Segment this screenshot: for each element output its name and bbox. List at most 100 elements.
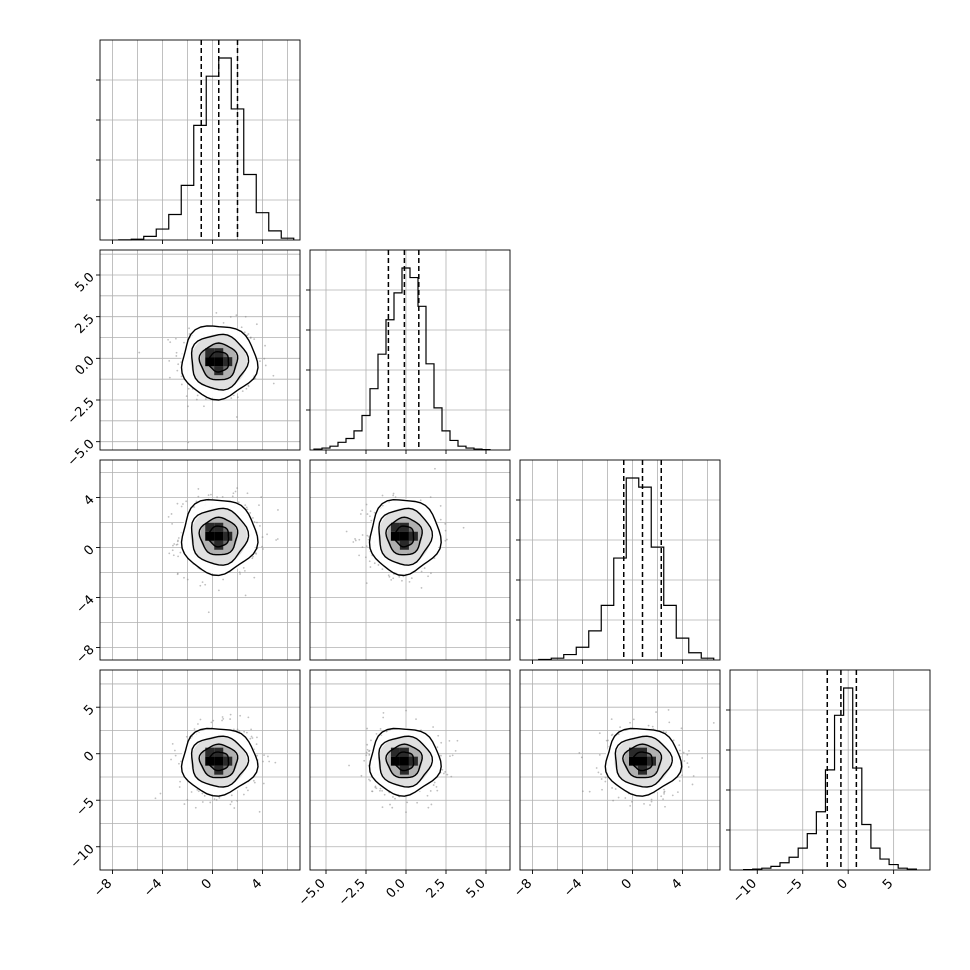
density-cell <box>214 357 224 367</box>
scatter-point <box>199 584 202 587</box>
scatter-point <box>246 508 249 511</box>
scatter-point <box>446 773 449 776</box>
scatter-point <box>366 743 369 746</box>
scatter-point <box>408 580 411 583</box>
scatter-point <box>672 739 675 742</box>
scatter-point <box>277 509 279 511</box>
scatter-point <box>430 572 432 575</box>
histogram-step <box>743 687 917 871</box>
scatter-point <box>195 500 198 503</box>
scatter-point <box>667 709 670 711</box>
scatter-point <box>358 554 360 557</box>
scatter-point <box>444 522 447 525</box>
scatter-point <box>210 721 213 724</box>
density-cell <box>390 531 400 541</box>
scatter-point <box>676 791 679 794</box>
scatter-point <box>663 788 665 791</box>
scatter-point <box>354 539 357 542</box>
scatter-point <box>651 725 654 728</box>
scatter-point <box>244 594 247 597</box>
y-tick-label: 5.0 <box>72 270 97 295</box>
scatter-point <box>368 749 371 752</box>
contour-line <box>190 735 250 788</box>
scatter-point <box>373 562 376 565</box>
scatter-point <box>643 802 645 805</box>
scatter-point <box>179 780 181 783</box>
scatter-point <box>617 733 620 736</box>
scatter-point <box>611 733 614 736</box>
scatter-point <box>201 581 204 583</box>
x-tick-label: 0 <box>199 876 215 892</box>
scatter-point <box>243 331 246 334</box>
scatter-point <box>240 326 243 329</box>
y-tick-label: 0 <box>81 749 97 765</box>
scatter-point <box>274 761 277 764</box>
scatter-point <box>665 731 667 734</box>
scatter-point <box>436 746 439 749</box>
scatter-point <box>173 543 176 545</box>
density-cell <box>205 756 215 766</box>
plot-area <box>520 670 720 870</box>
x-tick-label: 0.0 <box>384 876 409 901</box>
scatter-point <box>194 806 197 809</box>
scatter-point <box>610 718 613 721</box>
scatter-point <box>180 375 183 378</box>
scatter-point <box>235 314 238 317</box>
scatter-point <box>451 754 454 757</box>
scatter-point <box>663 790 666 793</box>
scatter-point <box>381 806 384 809</box>
scatter-point <box>420 570 423 573</box>
density-cell <box>399 531 409 541</box>
scatter-point <box>242 566 245 569</box>
scatter-param-2-vs-param-1 <box>309 459 511 661</box>
histogram-param-2 <box>516 459 721 664</box>
scatter-point <box>187 405 189 408</box>
scatter-point <box>246 731 248 734</box>
scatter-point <box>193 728 196 730</box>
density-cell <box>205 531 215 541</box>
scatter-point <box>379 727 382 730</box>
x-tick-label: −5 <box>781 876 805 900</box>
scatter-point <box>371 790 374 793</box>
density-cell <box>214 540 224 550</box>
scatter-point <box>450 775 453 778</box>
scatter-point <box>364 556 367 559</box>
x-tick-label: 5 <box>880 876 896 892</box>
scatter-point <box>222 321 225 324</box>
scatter-point <box>245 786 248 789</box>
scatter-point <box>445 538 448 541</box>
contour-line <box>206 751 230 772</box>
scatter-point <box>389 803 391 806</box>
scatter-point <box>416 801 419 804</box>
scatter-point <box>381 504 384 507</box>
scatter-point <box>187 387 190 390</box>
x-tick-label: 2.5 <box>424 876 449 901</box>
scatter-point <box>183 576 185 579</box>
scatter-point <box>264 364 267 367</box>
scatter-point <box>215 799 218 801</box>
density-cell <box>214 348 224 358</box>
x-tick-label: 0 <box>619 876 635 892</box>
scatter-point <box>687 766 690 768</box>
scatter-point <box>611 787 613 789</box>
scatter-point <box>173 749 176 752</box>
scatter-point <box>683 760 686 762</box>
scatter-point <box>258 504 260 507</box>
scatter-point <box>221 716 224 718</box>
scatter-point <box>373 511 376 514</box>
scatter-point <box>197 723 199 725</box>
scatter-point <box>203 794 206 797</box>
scatter-point <box>172 554 175 557</box>
scatter-point <box>682 751 685 754</box>
scatter-point <box>415 718 417 721</box>
scatter-point <box>197 790 200 793</box>
scatter-point <box>229 718 232 720</box>
scatter-point <box>444 529 447 532</box>
scatter-point <box>174 754 177 757</box>
scatter-point <box>212 719 215 722</box>
histogram-step <box>118 57 295 241</box>
histogram-step <box>538 477 715 661</box>
y-tick-label: 5 <box>81 702 97 718</box>
density-cell <box>214 522 224 532</box>
